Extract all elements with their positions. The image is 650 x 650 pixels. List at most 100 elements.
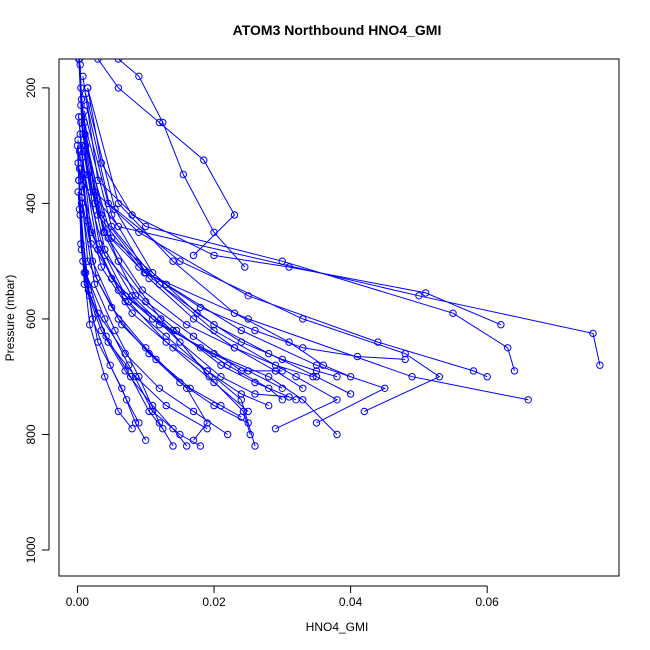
- data-point: [483, 373, 491, 381]
- series-7: [79, 72, 519, 375]
- data-point: [210, 321, 218, 329]
- data-point: [230, 344, 239, 352]
- data-point: [75, 113, 83, 121]
- data-point: [88, 257, 97, 265]
- series-33: [79, 124, 300, 404]
- data-point: [278, 396, 286, 404]
- y-tick-label: 400: [24, 193, 38, 213]
- data-point: [271, 367, 280, 375]
- data-point: [127, 373, 135, 381]
- data-point: [114, 84, 123, 92]
- series-25: [78, 182, 252, 416]
- data-point: [210, 401, 218, 410]
- data-point: [312, 419, 321, 427]
- data-point: [237, 390, 246, 398]
- data-point: [159, 118, 167, 127]
- data-point: [196, 442, 205, 450]
- data-point: [79, 147, 88, 156]
- data-point: [203, 425, 211, 433]
- data-point: [122, 396, 131, 404]
- data-point: [360, 407, 368, 416]
- data-point: [95, 240, 104, 248]
- data-point: [138, 286, 147, 294]
- data-point: [111, 205, 119, 213]
- data-point: [299, 384, 307, 392]
- data-point: [176, 378, 184, 387]
- series-line: [79, 168, 208, 441]
- data-point: [128, 425, 136, 433]
- data-point: [210, 228, 218, 237]
- series-line: [78, 180, 188, 447]
- data-point: [408, 373, 416, 381]
- series-line: [81, 157, 256, 447]
- data-point: [237, 338, 246, 346]
- data-point: [596, 361, 604, 369]
- series-line: [78, 116, 283, 389]
- data-point: [312, 367, 321, 375]
- x-tick-label: 0.02: [202, 595, 226, 609]
- series-line: [81, 99, 488, 378]
- series-13: [78, 153, 259, 450]
- data-point: [169, 442, 177, 450]
- y-axis: 200 400 600 800 1000: [24, 78, 50, 563]
- x-tick-label: 0.04: [339, 595, 363, 609]
- data-point: [333, 373, 341, 381]
- data-point: [285, 393, 293, 401]
- data-point: [99, 228, 108, 237]
- series-line: [84, 133, 314, 378]
- data-point: [135, 72, 143, 81]
- data-point: [285, 263, 293, 271]
- data-point: [148, 401, 157, 410]
- data-point: [353, 352, 362, 361]
- series-line: [82, 76, 515, 372]
- chart-title: ATOM3 Northbound HNO4_GMI: [233, 22, 442, 38]
- data-point: [271, 361, 280, 369]
- data-point: [189, 332, 198, 340]
- data-point: [186, 384, 194, 392]
- data-point: [74, 188, 82, 196]
- data-point: [114, 407, 123, 416]
- data-point: [251, 378, 259, 387]
- data-point: [97, 326, 106, 335]
- series-line: [79, 214, 208, 430]
- data-point: [265, 401, 273, 410]
- data-point: [381, 384, 389, 392]
- x-axis-label: HNO4_GMI: [306, 620, 369, 634]
- series-line: [87, 87, 502, 326]
- data-point: [142, 269, 150, 277]
- data-point: [251, 326, 259, 335]
- data-point: [94, 176, 102, 185]
- series-37: [83, 101, 307, 392]
- series-line: [87, 87, 351, 378]
- data-point: [333, 430, 341, 439]
- data-point: [237, 326, 246, 335]
- data-point: [114, 199, 123, 208]
- x-tick-label: 0.06: [476, 595, 500, 609]
- data-point: [118, 321, 126, 329]
- data-point: [224, 430, 232, 439]
- series-38: [79, 147, 273, 410]
- data-point: [145, 407, 153, 416]
- data-point: [278, 257, 286, 265]
- data-point: [415, 292, 423, 300]
- plot-frame: [58, 58, 620, 577]
- data-point: [148, 315, 157, 323]
- series-line: [82, 145, 290, 398]
- data-point: [210, 251, 218, 260]
- data-point: [145, 274, 153, 283]
- data-point: [200, 156, 208, 164]
- data-point: [79, 72, 87, 81]
- data-point: [271, 425, 280, 433]
- data-point: [292, 373, 300, 381]
- data-point: [162, 338, 170, 346]
- data-point: [292, 396, 300, 404]
- series-8: [77, 95, 491, 381]
- series-21: [84, 84, 355, 381]
- data-point: [244, 367, 252, 375]
- data-point: [131, 292, 140, 300]
- data-point: [162, 332, 170, 340]
- series-line: [82, 128, 297, 401]
- data-point: [73, 141, 82, 150]
- data-point: [169, 344, 177, 352]
